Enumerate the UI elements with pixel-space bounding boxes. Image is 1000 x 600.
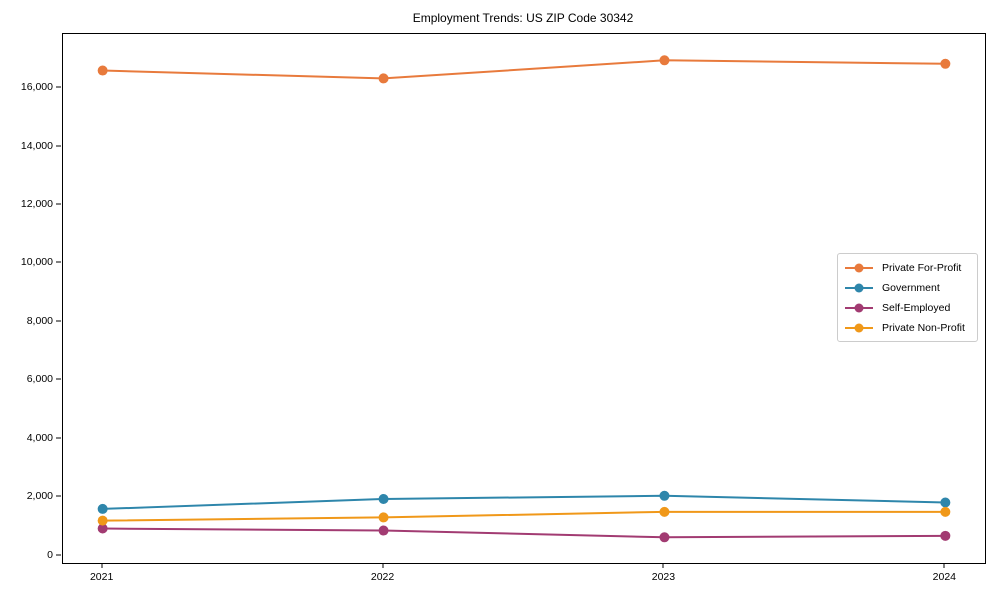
y-tick-mark [56, 554, 61, 556]
legend-line-marker-icon [845, 263, 873, 273]
chart-title: Employment Trends: US ZIP Code 30342 [412, 11, 634, 25]
legend-label: Private Non-Profit [882, 321, 965, 334]
data-point-marker [659, 490, 670, 501]
y-tick-mark [56, 437, 61, 439]
legend-item: Private Non-Profit [845, 320, 969, 335]
x-tick-mark [382, 563, 384, 568]
series-lines-svg [97, 55, 951, 543]
legend-line-marker-icon [845, 323, 873, 333]
legend-label: Self-Employed [882, 301, 951, 314]
x-tick-mark [943, 563, 945, 568]
y-tick-mark [56, 86, 61, 88]
series-line [102, 494, 946, 510]
legend-line-marker-icon [845, 303, 873, 313]
data-point-marker [97, 65, 108, 76]
x-tick-label: 2024 [932, 571, 957, 583]
x-tick-mark [101, 563, 103, 568]
data-point-marker [378, 525, 389, 536]
y-tick-label: 14,000 [20, 139, 53, 152]
data-point-marker [940, 506, 951, 517]
series-line [102, 510, 946, 522]
legend-label: Government [882, 281, 940, 294]
data-point-marker [940, 58, 951, 69]
data-point-marker [97, 523, 108, 534]
y-tick-mark [56, 320, 61, 322]
data-point-marker [940, 530, 951, 541]
y-tick-mark [56, 261, 61, 263]
y-tick-mark [56, 378, 61, 380]
y-tick-label: 12,000 [20, 197, 53, 210]
plot-area: Private For-Profit Government Self-Employe… [62, 33, 986, 564]
data-point-marker [659, 532, 670, 543]
data-point-marker [97, 515, 108, 526]
y-tick-label: 8,000 [26, 314, 53, 327]
y-tick-mark [56, 145, 61, 147]
data-point-marker [378, 493, 389, 504]
data-point-marker [378, 512, 389, 523]
x-tick-mark [662, 563, 664, 568]
x-tick-label: 2022 [370, 571, 395, 583]
data-point-marker [378, 73, 389, 84]
series-line [102, 527, 946, 539]
legend: Private For-Profit Government Self-Employe… [837, 253, 978, 342]
x-tick-label: 2021 [89, 571, 114, 583]
legend-item: Government [845, 280, 969, 295]
x-tick-label: 2023 [651, 571, 676, 583]
legend-line-marker-icon [845, 283, 873, 293]
series-line [102, 59, 946, 80]
y-tick-mark [56, 203, 61, 205]
legend-label: Private For-Profit [882, 261, 962, 274]
y-tick-label: 4,000 [26, 431, 53, 444]
y-tick-label: 10,000 [20, 256, 53, 269]
legend-item: Self-Employed [845, 300, 969, 315]
data-point-marker [659, 55, 670, 66]
y-tick-label: 16,000 [20, 81, 53, 94]
data-point-marker [940, 497, 951, 508]
legend-item: Private For-Profit [845, 260, 969, 275]
data-point-marker [97, 503, 108, 514]
y-tick-label: 2,000 [26, 490, 53, 503]
y-tick-mark [56, 495, 61, 497]
y-tick-label: 6,000 [26, 373, 53, 386]
y-tick-label: 0 [47, 548, 53, 561]
data-point-marker [659, 506, 670, 517]
